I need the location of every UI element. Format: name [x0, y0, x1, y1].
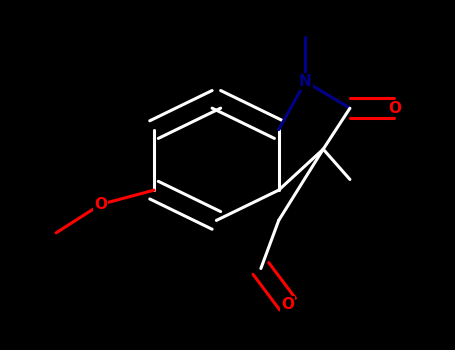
- Text: O: O: [281, 296, 294, 312]
- Text: N: N: [299, 74, 312, 89]
- Text: O: O: [94, 197, 107, 212]
- Text: O: O: [388, 101, 401, 116]
